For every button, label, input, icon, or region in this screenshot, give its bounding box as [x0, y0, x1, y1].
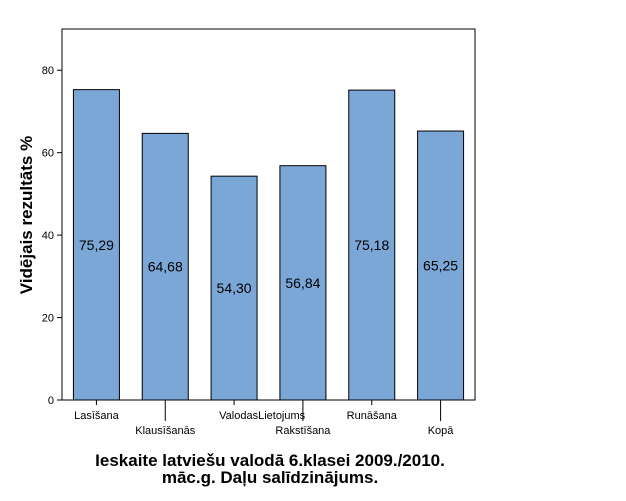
x-category-label: Lasīšana	[74, 410, 120, 422]
y-tick-label: 60	[42, 148, 54, 160]
x-category-label: Kopā	[428, 425, 455, 437]
bar	[417, 130, 465, 401]
y-tick-label: 40	[42, 230, 54, 242]
bar	[210, 175, 258, 401]
y-tick-label: 0	[48, 395, 54, 407]
bar-value-label: 65,25	[423, 258, 458, 274]
x-category-label: Runāšana	[347, 410, 398, 422]
bar-value-label: 54,30	[217, 280, 252, 296]
plot-area: 0 20 40 60 80 75,29 64,68 54,30 56,84 75,18 65,25 L…	[42, 28, 476, 437]
bar-value-label: 64,68	[148, 259, 183, 275]
y-axis-title: Vidējais rezultāts %	[17, 136, 36, 294]
bar-value-label: 75,29	[79, 237, 114, 253]
bar-value-label: 75,18	[354, 237, 389, 253]
y-tick-label: 20	[42, 313, 54, 325]
bar-value-label: 56,84	[285, 275, 320, 291]
plot-frame	[61, 28, 476, 401]
bar	[279, 165, 327, 401]
bar	[348, 89, 396, 401]
y-tick-label: 80	[42, 65, 54, 77]
x-category-label: Klausīšanās	[135, 425, 195, 437]
x-category-label: Valodas	[219, 410, 258, 422]
chart-title-line-2: māc.g. Daļu salīdzinājums.	[162, 468, 378, 487]
x-category-label: Lietojums	[258, 410, 306, 422]
x-category-label: Rakstīšana	[275, 425, 331, 437]
bar	[72, 89, 120, 401]
chart-title-line-1: Ieskaite latviešu valodā 6.klasei 2009./…	[95, 451, 445, 470]
